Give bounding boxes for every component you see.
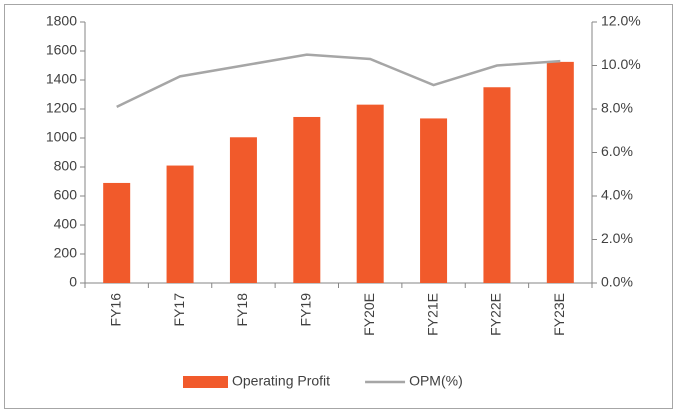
y2-tick-label: 6.0% [601,143,633,159]
x-tick-label: FY20E [361,293,377,336]
x-tick-label: FY17 [171,293,187,327]
x-tick-label: FY23E [551,293,567,336]
bar [293,116,321,283]
y-tick-label: 800 [54,158,78,174]
y-tick-label: 1400 [46,71,77,87]
bar [420,118,448,283]
legend-label: Operating Profit [232,373,330,389]
y2-tick-label: 10.0% [601,56,641,72]
bar [103,182,131,283]
bar [356,104,384,284]
line [116,53,561,108]
y-tick-label: 400 [54,216,78,232]
y-tick-label: 600 [54,187,78,203]
bar [483,87,511,283]
x-tick-label: FY22E [488,293,504,336]
x-tick-label: FY18 [234,293,250,327]
legend-label: OPM(%) [409,373,463,389]
x-tick-label: FY16 [107,293,123,327]
y2-tick-label: 2.0% [601,230,633,246]
y-tick-label: 200 [54,245,78,261]
y-tick-label: 1000 [46,129,77,145]
bar [546,61,574,283]
bar [229,137,257,283]
y-tick-label: 1600 [46,42,77,58]
y2-tick-label: 0.0% [601,274,633,290]
y2-tick-label: 8.0% [601,100,633,116]
bar [166,165,194,283]
y-tick-label: 0 [69,274,77,290]
y-tick-label: 1800 [46,13,77,29]
x-tick-label: FY21E [424,293,440,336]
y-tick-label: 1200 [46,100,77,116]
x-tick-label: FY19 [298,293,314,327]
y2-tick-label: 4.0% [601,187,633,203]
y2-tick-label: 12.0% [601,13,641,29]
legend-swatch [183,376,228,388]
